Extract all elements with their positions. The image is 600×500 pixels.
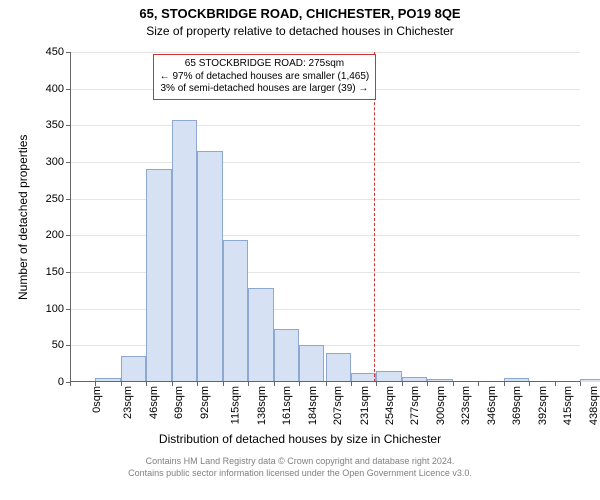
marker-line bbox=[374, 52, 375, 382]
annotation-line-1: 65 STOCKBRIDGE ROAD: 275sqm bbox=[160, 58, 370, 71]
y-axis-line bbox=[70, 52, 71, 382]
histogram-bar bbox=[172, 120, 197, 382]
y-tick-label: 450 bbox=[46, 46, 70, 58]
chart-plot-area: 0501001502002503003504004500sqm23sqm46sq… bbox=[70, 52, 580, 382]
histogram-bar bbox=[248, 288, 273, 382]
x-tick bbox=[274, 382, 275, 386]
gridline bbox=[70, 125, 580, 126]
y-tick-label: 250 bbox=[46, 193, 70, 205]
x-tick bbox=[146, 382, 147, 386]
gridline bbox=[70, 52, 580, 53]
x-axis-line bbox=[70, 381, 580, 382]
x-tick bbox=[248, 382, 249, 386]
histogram-bar bbox=[146, 169, 171, 382]
y-tick-label: 200 bbox=[46, 229, 70, 241]
y-tick-label: 50 bbox=[52, 339, 70, 351]
x-tick-label: 231sqm bbox=[359, 386, 371, 425]
x-tick bbox=[529, 382, 530, 386]
histogram-bar bbox=[121, 356, 146, 382]
x-tick bbox=[223, 382, 224, 386]
histogram-bar bbox=[326, 353, 351, 382]
y-tick-label: 350 bbox=[46, 119, 70, 131]
x-tick-label: 369sqm bbox=[511, 386, 523, 425]
x-tick-label: 300sqm bbox=[435, 386, 447, 425]
x-tick-label: 161sqm bbox=[281, 386, 293, 425]
x-tick-label: 23sqm bbox=[122, 386, 134, 419]
x-tick-label: 346sqm bbox=[486, 386, 498, 425]
x-tick-label: 69sqm bbox=[173, 386, 185, 419]
x-tick bbox=[478, 382, 479, 386]
x-tick-label: 46sqm bbox=[148, 386, 160, 419]
x-tick bbox=[504, 382, 505, 386]
footer-line-1: Contains HM Land Registry data © Crown c… bbox=[0, 456, 600, 468]
y-axis-label: Number of detached properties bbox=[16, 135, 30, 300]
histogram-bar bbox=[274, 329, 299, 382]
x-tick-label: 323sqm bbox=[460, 386, 472, 425]
x-tick-label: 438sqm bbox=[588, 386, 600, 425]
x-tick bbox=[197, 382, 198, 386]
x-tick bbox=[555, 382, 556, 386]
x-tick-label: 415sqm bbox=[562, 386, 574, 425]
y-tick-label: 100 bbox=[46, 303, 70, 315]
x-tick bbox=[376, 382, 377, 386]
histogram-bar bbox=[197, 151, 222, 382]
x-tick bbox=[580, 382, 581, 386]
gridline bbox=[70, 162, 580, 163]
x-tick bbox=[95, 382, 96, 386]
y-tick-label: 300 bbox=[46, 156, 70, 168]
annotation-line-2: ← 97% of detached houses are smaller (1,… bbox=[160, 71, 370, 84]
x-tick bbox=[172, 382, 173, 386]
x-tick-label: 207sqm bbox=[332, 386, 344, 425]
x-tick-label: 115sqm bbox=[230, 386, 242, 424]
footer: Contains HM Land Registry data © Crown c… bbox=[0, 456, 600, 479]
annotation-line-3: 3% of semi-detached houses are larger (3… bbox=[160, 83, 370, 96]
histogram-bar bbox=[580, 379, 600, 382]
x-tick bbox=[351, 382, 352, 386]
x-axis-label: Distribution of detached houses by size … bbox=[0, 432, 600, 446]
y-tick-label: 0 bbox=[58, 376, 70, 388]
footer-line-2: Contains public sector information licen… bbox=[0, 468, 600, 480]
x-tick bbox=[121, 382, 122, 386]
x-tick bbox=[453, 382, 454, 386]
x-tick bbox=[326, 382, 327, 386]
x-tick-label: 254sqm bbox=[384, 386, 396, 425]
histogram-bar bbox=[299, 345, 324, 382]
x-tick-label: 392sqm bbox=[537, 386, 549, 425]
x-tick-label: 92sqm bbox=[199, 386, 211, 419]
x-tick bbox=[299, 382, 300, 386]
x-tick-label: 184sqm bbox=[307, 386, 319, 425]
x-tick bbox=[427, 382, 428, 386]
x-tick-label: 277sqm bbox=[410, 386, 422, 425]
histogram-bar bbox=[223, 240, 248, 382]
chart-subtitle: Size of property relative to detached ho… bbox=[0, 24, 600, 38]
y-tick-label: 400 bbox=[46, 83, 70, 95]
x-tick-label: 138sqm bbox=[256, 386, 268, 425]
chart-title: 65, STOCKBRIDGE ROAD, CHICHESTER, PO19 8… bbox=[0, 6, 600, 21]
x-tick bbox=[70, 382, 71, 386]
marker-annotation-box: 65 STOCKBRIDGE ROAD: 275sqm ← 97% of det… bbox=[153, 54, 377, 100]
x-tick-label: 0sqm bbox=[91, 386, 103, 413]
x-tick bbox=[402, 382, 403, 386]
y-tick-label: 150 bbox=[46, 266, 70, 278]
